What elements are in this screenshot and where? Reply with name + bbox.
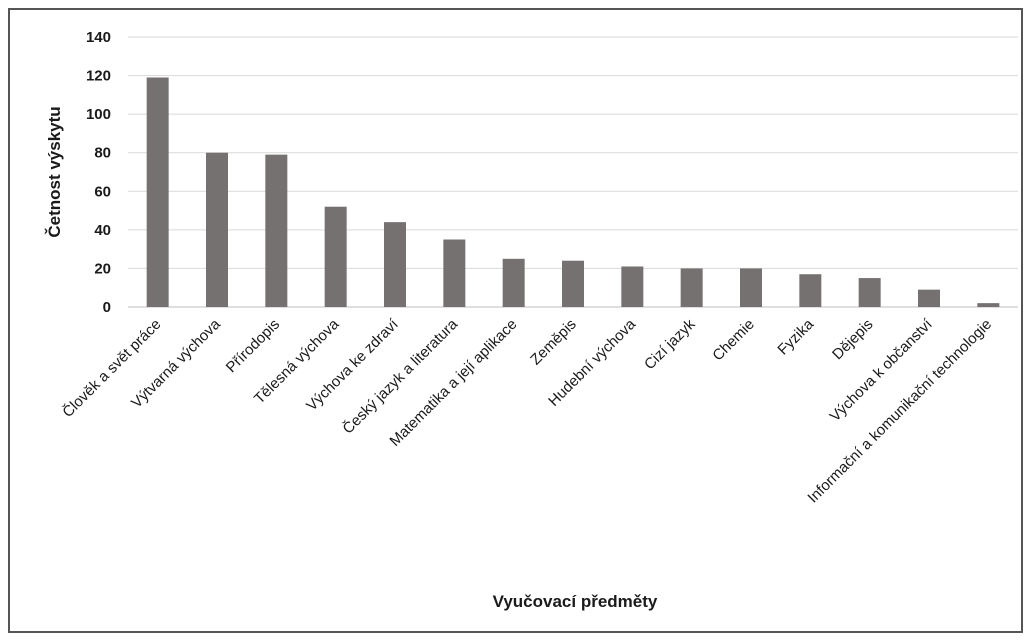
- y-axis-ticks: 0 20 40 60 80 100 120 140: [86, 29, 111, 316]
- bar: [265, 154, 288, 307]
- x-category-label: Matematika a její aplikace: [386, 316, 520, 450]
- x-category-label: Dějepis: [829, 316, 876, 363]
- x-axis-title: Vyučovací předměty: [493, 592, 658, 611]
- bar: [918, 289, 940, 307]
- bar: [384, 222, 406, 307]
- bar: [858, 278, 881, 307]
- x-category-label: Člověk a svět práce: [59, 316, 164, 421]
- y-tick-label: 100: [86, 106, 111, 123]
- y-axis-title: Četnost výskytu: [45, 106, 64, 237]
- bar: [680, 268, 703, 307]
- bar: [562, 260, 584, 307]
- chart-frame: [8, 8, 1023, 633]
- y-tick-label: 0: [103, 299, 111, 316]
- x-category-label: Fyzika: [774, 315, 817, 358]
- x-category-label: Cizí jazyk: [641, 315, 699, 373]
- y-tick-label: 60: [94, 183, 111, 200]
- bar: [443, 239, 466, 307]
- y-tick-label: 40: [94, 222, 111, 239]
- bar: [206, 152, 228, 307]
- x-category-label: Český jazyk a literatura: [339, 315, 461, 437]
- y-tick-label: 140: [86, 29, 111, 46]
- bar: [146, 77, 169, 307]
- bar: [740, 268, 762, 307]
- y-tick-label: 80: [94, 145, 111, 162]
- bar: [324, 206, 347, 307]
- x-category-label: Výchova k občanství: [827, 315, 937, 425]
- x-category-label: Zeměpis: [527, 316, 580, 369]
- bar: [977, 303, 1000, 307]
- bars: [146, 77, 1000, 307]
- bar: [799, 274, 822, 307]
- x-category-label: Chemie: [709, 316, 758, 365]
- y-tick-label: 20: [94, 260, 111, 277]
- x-category-label: Přírodopis: [223, 316, 283, 376]
- bar: [502, 258, 525, 307]
- bar: [621, 266, 644, 307]
- y-tick-label: 120: [86, 68, 111, 85]
